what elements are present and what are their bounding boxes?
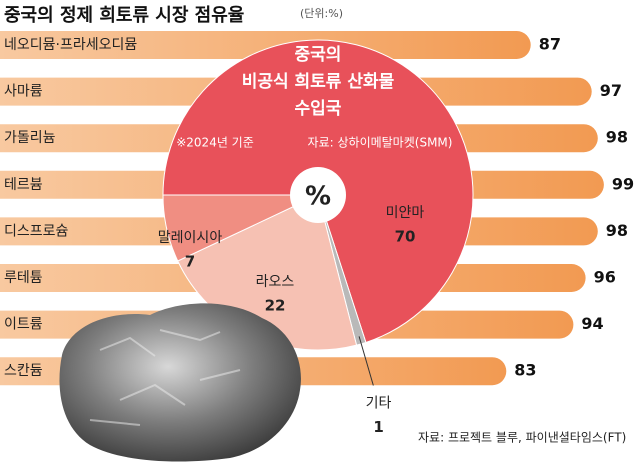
value-label: 98 — [606, 128, 628, 147]
slice-label: 기타 — [366, 395, 392, 411]
pie-center — [290, 167, 346, 223]
slice-value: 1 — [373, 418, 383, 436]
category-label: 디스프로슘 — [4, 223, 69, 239]
pie-slice — [162, 194, 319, 262]
bar — [0, 31, 531, 59]
rock-illustration — [59, 303, 301, 462]
value-label: 83 — [514, 361, 536, 380]
value-label: 99 — [612, 174, 634, 193]
slice-value: 7 — [185, 253, 195, 271]
leader-line — [358, 336, 374, 386]
pie-title: 수입국 — [295, 99, 342, 119]
category-label: 이트륨 — [4, 317, 43, 333]
slice-label: 말레이시아 — [158, 230, 223, 246]
slice-value: 70 — [395, 228, 416, 246]
slice-label: 라오스 — [256, 274, 295, 290]
bar-title: 중국의 정제 희토류 시장 점유율 — [4, 5, 244, 26]
value-label: 94 — [581, 314, 603, 333]
category-label: 테르븀 — [4, 177, 43, 193]
pie-source: 자료: 상하이메탈마켓(SMM) — [308, 136, 453, 150]
category-label: 스칸듐 — [4, 363, 43, 379]
category-label: 사마륨 — [4, 84, 43, 100]
value-label: 97 — [600, 81, 622, 100]
slice-label: 미얀마 — [386, 205, 425, 221]
unit-label: (단위:%) — [300, 7, 343, 20]
bar-source: 자료: 프로젝트 블루, 파이낸셜타임스(FT) — [418, 431, 626, 445]
pie-note: ※2024년 기준 — [176, 136, 254, 150]
category-label: 가돌리늄 — [4, 130, 56, 146]
slice-value: 22 — [265, 297, 286, 315]
value-label: 98 — [606, 221, 628, 240]
value-label: 96 — [594, 268, 616, 287]
category-label: 네오디뮴·프라세오디뮴 — [4, 37, 137, 53]
pie-title: 비공식 희토류 산화물 — [242, 72, 395, 92]
center-label: % — [305, 182, 331, 212]
category-label: 루테튬 — [4, 270, 43, 286]
rock-texture — [89, 329, 241, 426]
value-label: 87 — [539, 35, 561, 54]
pie-title: 중국의 — [295, 45, 342, 65]
